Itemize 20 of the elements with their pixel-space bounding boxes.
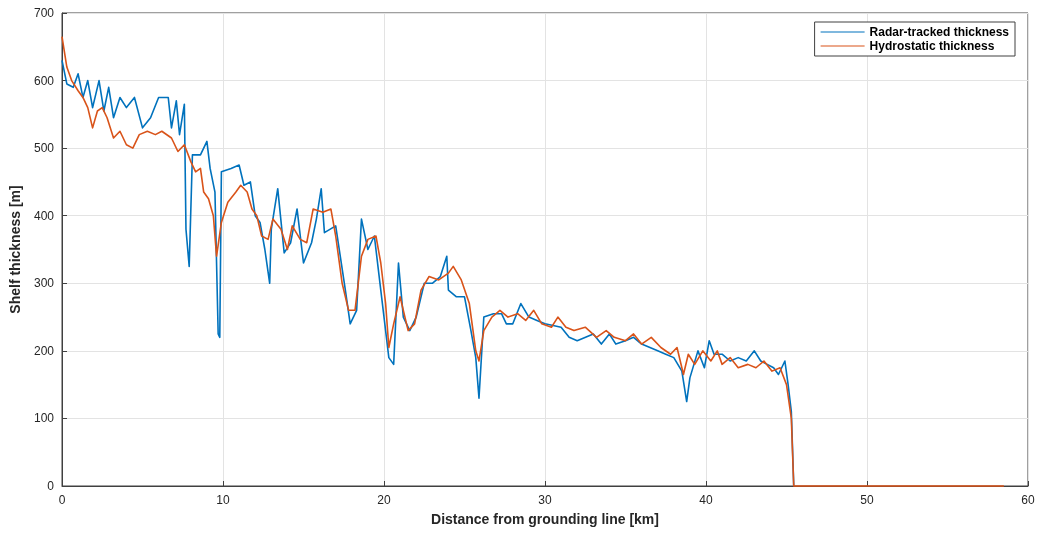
x-tick-label: 30 bbox=[538, 493, 552, 507]
line-series bbox=[61, 35, 1005, 487]
y-tick-label: 200 bbox=[33, 343, 55, 358]
x-tick-label: 0 bbox=[58, 493, 66, 507]
x-axis-title: Distance from grounding line [km] bbox=[431, 511, 659, 527]
y-tick-label: 100 bbox=[33, 411, 55, 426]
y-axis-title: Shelf thickness [m] bbox=[7, 185, 23, 314]
y-tick-label: 600 bbox=[33, 73, 55, 88]
y-tick-label: 300 bbox=[33, 276, 55, 291]
y-tick-label: 0 bbox=[47, 479, 55, 493]
y-tick-label: 400 bbox=[33, 208, 55, 223]
y-tick-label: 500 bbox=[33, 141, 55, 156]
x-tick-label: 50 bbox=[860, 493, 874, 507]
x-tick-label: 40 bbox=[699, 493, 713, 507]
legend-label: Radar-tracked thickness bbox=[869, 25, 1010, 39]
x-tick-label: 60 bbox=[1021, 493, 1035, 507]
x-tick-label: 20 bbox=[377, 493, 391, 507]
x-tick-label: 10 bbox=[216, 493, 230, 507]
legend-label: Hydrostatic thickness bbox=[869, 39, 995, 53]
y-tick-label: 700 bbox=[33, 6, 55, 20]
